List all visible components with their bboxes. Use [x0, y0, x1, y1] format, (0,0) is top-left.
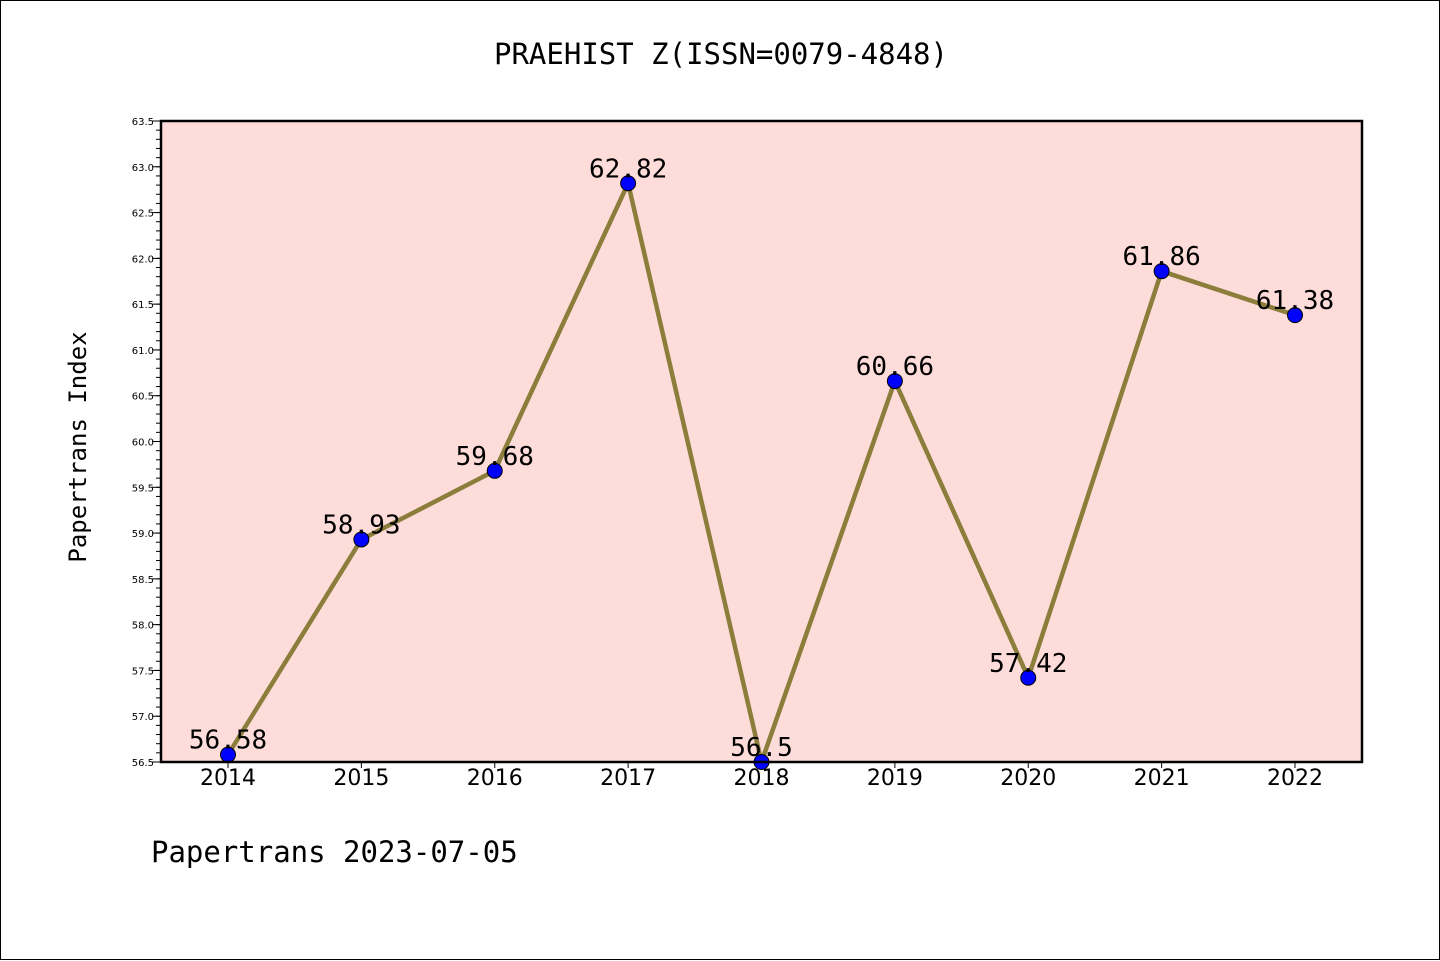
x-tick-label: 2016	[467, 766, 523, 791]
y-tick-label: 61.0	[132, 346, 154, 357]
data-label: 56.58	[189, 726, 267, 756]
data-point	[486, 462, 503, 479]
footer-credit: Papertrans 2023-07-05	[151, 835, 518, 869]
plot-border	[159, 119, 1364, 764]
x-tick-label: 2014	[200, 766, 256, 791]
y-tick-label: 58.0	[132, 621, 154, 632]
y-tick-label: 57.5	[132, 666, 154, 677]
data-label: 56.5	[730, 733, 793, 763]
data-label: 60.66	[856, 352, 934, 382]
data-label: 61.38	[1256, 286, 1334, 316]
y-tick-label: 59.5	[132, 483, 154, 494]
x-tick-label: 2015	[333, 766, 389, 791]
x-tick-label: 2022	[1267, 766, 1323, 791]
y-tick-label: 58.5	[132, 575, 154, 586]
plot-area	[161, 121, 1362, 762]
y-tick-label: 56.5	[132, 758, 154, 769]
y-axis: 56.5 57.0 57.5 58.0 58.5 59.0 59.5 60.0 60.5 61.0…	[132, 117, 161, 769]
x-axis: 2014 2015 2016 2017 2018 2019 2020 2021 2022	[200, 762, 1323, 791]
x-tick-label: 2021	[1134, 766, 1190, 791]
data-point	[1287, 307, 1303, 324]
y-tick-label: 63.5	[132, 117, 154, 128]
y-tick-label: 57.0	[132, 712, 154, 723]
data-point	[1020, 669, 1037, 686]
data-point	[353, 531, 370, 548]
y-tick-label: 62.0	[132, 254, 154, 265]
data-point	[886, 373, 903, 390]
data-point	[1153, 263, 1170, 280]
data-label: 58.93	[322, 510, 400, 540]
y-tick-label: 60.0	[132, 438, 154, 449]
y-tick-label: 59.0	[132, 529, 154, 540]
series-layer: 56.58 58.93 59.68 62.82 56.5 60.66 57.42 61.86 6…	[189, 154, 1334, 770]
data-label: 61.86	[1122, 242, 1200, 272]
data-label: 62.82	[589, 154, 667, 184]
y-tick-label: 60.5	[132, 392, 154, 403]
data-point	[620, 175, 637, 192]
data-label: 59.68	[456, 442, 534, 472]
y-tick-label: 63.0	[132, 163, 154, 174]
chart-title: PRAEHIST Z(ISSN=0079-4848)	[494, 37, 948, 71]
x-tick-label: 2020	[1000, 766, 1056, 791]
data-label: 57.42	[989, 649, 1067, 679]
x-tick-label: 2018	[734, 766, 790, 791]
y-tick-label: 61.5	[132, 300, 154, 311]
x-tick-label: 2017	[600, 766, 656, 791]
x-tick-label: 2019	[867, 766, 923, 791]
y-tick-label: 62.5	[132, 209, 154, 220]
